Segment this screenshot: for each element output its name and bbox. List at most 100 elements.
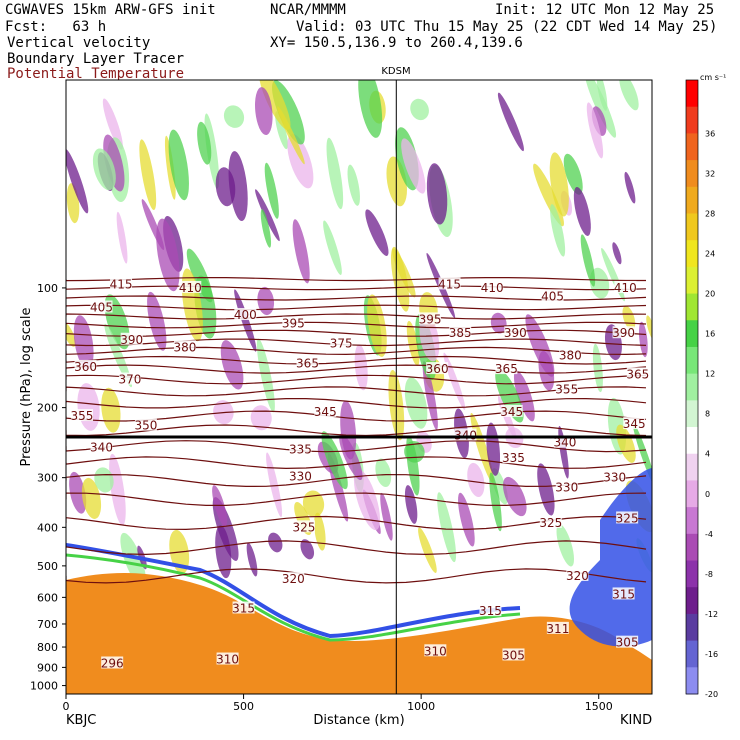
vertical-velocity-cell	[580, 234, 596, 287]
vertical-velocity-cell	[638, 321, 648, 358]
theta-contour	[66, 285, 647, 291]
theta-label: 410	[481, 281, 504, 295]
theta-label: 365	[495, 362, 518, 376]
vertical-velocity-cell	[164, 135, 176, 200]
theta-contour	[66, 456, 647, 470]
theta-label: 335	[502, 451, 525, 465]
vertical-velocity-cell	[256, 338, 275, 413]
theta-contour	[66, 424, 647, 437]
theta-label: 375	[330, 337, 353, 351]
vertical-velocity-cell	[228, 151, 248, 221]
theta-label-mask	[626, 367, 649, 380]
theta-label-mask	[479, 604, 502, 617]
theta-label-mask	[173, 340, 196, 353]
theta-label-mask	[74, 359, 97, 372]
theta-label: 340	[554, 436, 577, 450]
theta-label: 330	[603, 471, 626, 485]
vertical-velocity-cell	[92, 148, 116, 191]
theta-label-mask	[495, 362, 518, 375]
vertical-velocity-cell	[264, 162, 279, 219]
vertical-velocity-cell	[81, 477, 102, 519]
theta-contour	[66, 440, 647, 453]
vertical-velocity-cell	[392, 248, 416, 298]
theta-label-mask	[110, 277, 133, 290]
forecast-hour: Fcst: 63 h	[5, 19, 107, 35]
theta-label-mask	[555, 382, 578, 395]
field-boundary-layer-tracer: Boundary Layer Tracer	[7, 51, 185, 67]
vertical-velocity-cell	[339, 433, 363, 481]
colorbar-tick-label: -8	[705, 570, 713, 579]
theta-label: 345	[623, 417, 646, 431]
theta-label: 395	[282, 317, 305, 331]
vertical-velocity-cell	[102, 98, 123, 150]
vertical-velocity-cell	[592, 343, 603, 393]
colorbar: 36 32 28 24 20 16 12 8 4 0 -4 -8 -12 -16 -20	[685, 79, 718, 699]
vertical-velocity-cell	[109, 453, 126, 526]
theta-label: 365	[296, 357, 319, 371]
vertical-velocity-cell	[646, 315, 652, 341]
theta-label: 315	[612, 587, 635, 601]
colorbar-tick-label: -12	[705, 610, 718, 619]
colorbar-tick-label: 28	[705, 209, 715, 218]
vertical-velocity-cell	[220, 340, 244, 390]
vertical-velocity-cell	[260, 209, 272, 248]
theta-label-mask	[559, 348, 582, 361]
theta-label: 345	[314, 405, 337, 419]
potential-temperature-labels: 415 410 405 400 395 390 380 375 365 360 370 350 355 3…	[71, 277, 649, 670]
theta-label: 325	[616, 511, 639, 525]
vertical-velocity-cell	[549, 152, 569, 217]
theta-label-mask	[612, 326, 635, 339]
theta-label-mask	[616, 511, 639, 524]
y-tick-label: 800	[37, 641, 58, 654]
theta-label: 330	[555, 481, 578, 495]
colorbar-tick-label: 24	[705, 250, 715, 259]
tracer-edge-green	[66, 553, 521, 642]
theta-label: 355	[555, 382, 578, 396]
colorbar-tick-label: 4	[705, 450, 710, 459]
theta-contour	[66, 313, 647, 320]
theta-label-mask	[134, 418, 157, 431]
left-station-label: KBJC	[66, 713, 96, 728]
vertical-velocity-cell	[622, 305, 636, 331]
x-axis: 0 500 1000 1500	[63, 694, 613, 713]
theta-label: 305	[502, 648, 525, 662]
theta-label-mask	[426, 362, 449, 375]
vertical-velocity-cell	[141, 199, 165, 251]
theta-label: 355	[71, 409, 94, 423]
vertical-velocity-cell	[347, 164, 360, 206]
theta-label: 320	[282, 572, 305, 586]
theta-label: 415	[438, 277, 461, 291]
right-station-label: KIND	[620, 713, 652, 728]
theta-label: 311	[546, 622, 569, 636]
vertical-velocity-cell	[467, 462, 485, 498]
y-tick-label: 600	[37, 591, 58, 604]
theta-label-mask	[614, 280, 637, 293]
theta-label: 330	[289, 469, 312, 483]
vertical-velocity-cell	[168, 129, 189, 201]
theta-label: 365	[626, 367, 649, 381]
vertical-velocity-cell	[277, 106, 305, 165]
theta-label: 305	[616, 636, 639, 650]
vertical-velocity-cell	[268, 532, 283, 553]
theta-contour	[66, 374, 647, 385]
colorbar-tick-label: 36	[705, 129, 715, 138]
vertical-velocity-cell	[234, 289, 257, 352]
theta-label-mask	[438, 277, 461, 290]
vertical-velocity-cell	[104, 323, 133, 388]
theta-label-mask	[289, 442, 312, 455]
y-tick-label: 300	[37, 472, 58, 485]
theta-label-mask	[481, 280, 504, 293]
vertical-velocity-cell	[401, 138, 426, 194]
y-tick-label: 100	[37, 282, 58, 295]
theta-label: 325	[539, 516, 562, 530]
theta-label: 350	[134, 419, 157, 433]
theta-label: 315	[232, 602, 255, 616]
theta-label-mask	[546, 621, 569, 634]
theta-label: 310	[216, 653, 239, 667]
theta-label: 360	[426, 362, 449, 376]
colorbar-tick-label: -16	[705, 650, 718, 659]
colorbar-swatch	[686, 613, 698, 642]
y-tick-label: 1000	[30, 680, 58, 693]
vertical-velocity-cell	[563, 153, 583, 195]
theta-contour	[66, 364, 647, 374]
